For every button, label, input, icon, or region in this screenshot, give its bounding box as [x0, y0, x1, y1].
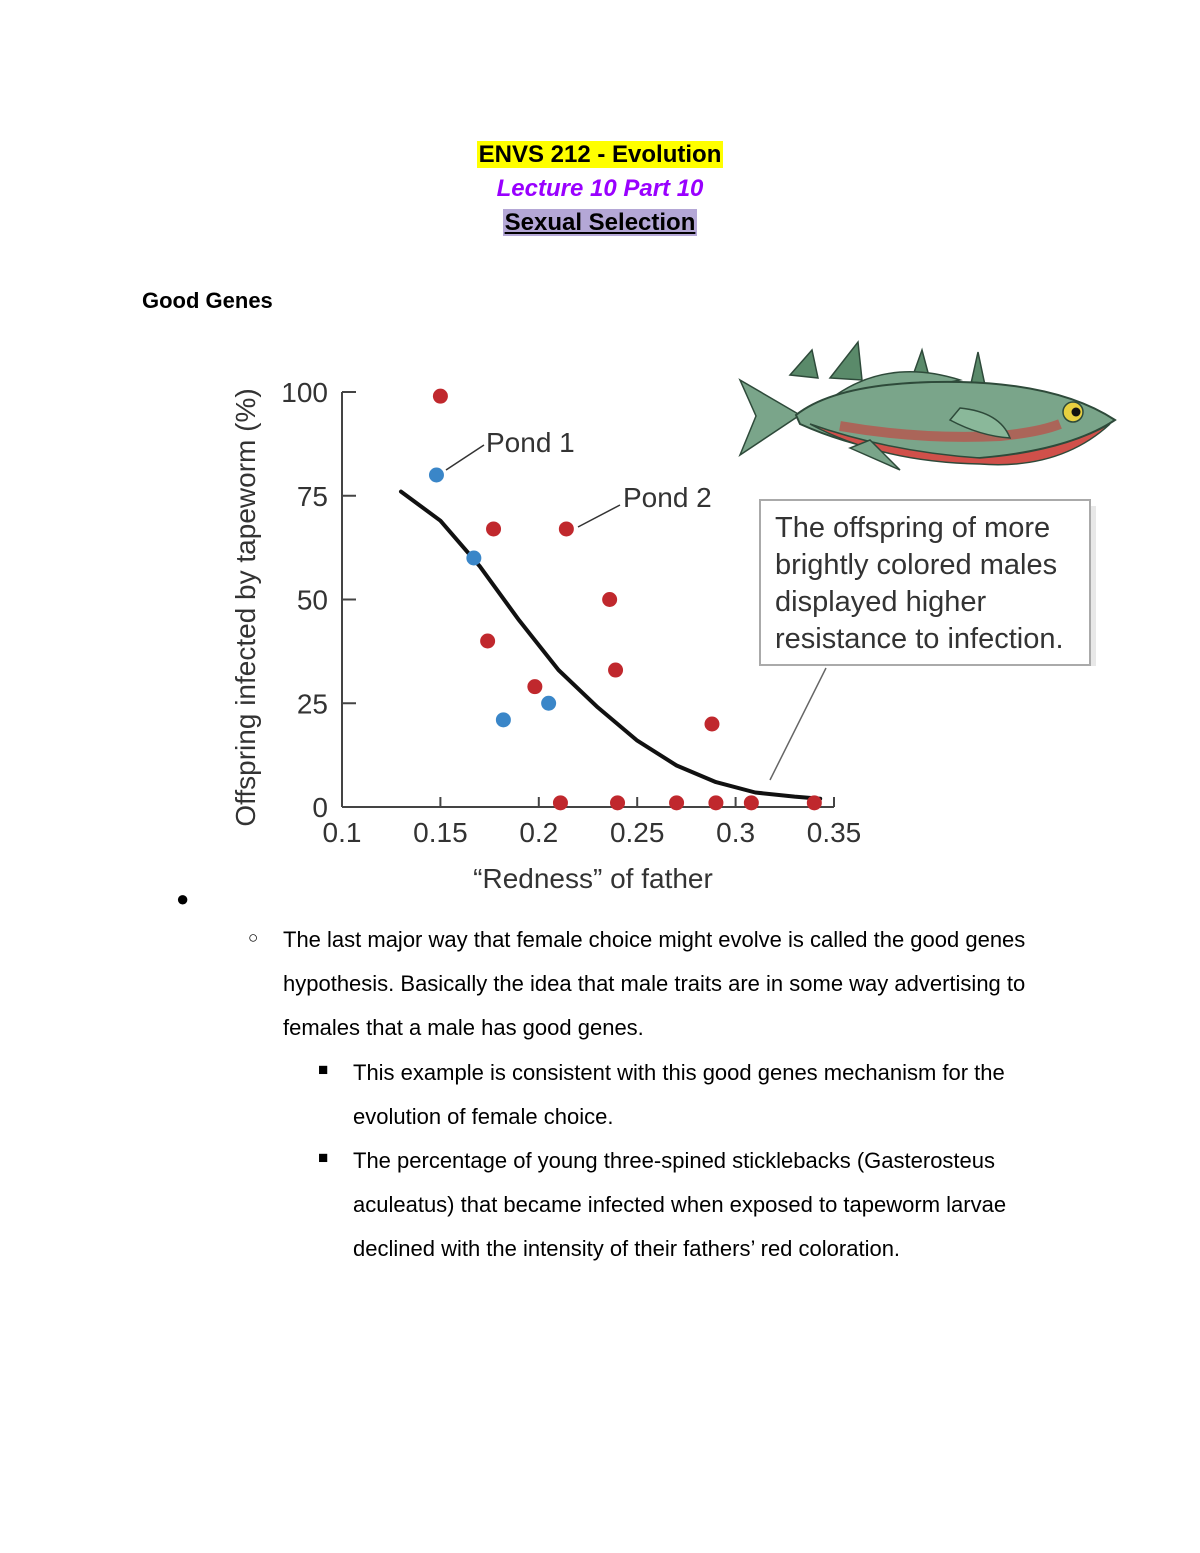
y-tick-label: 100: [281, 377, 328, 408]
pond-2-point: [704, 716, 720, 732]
pond-2-point: [527, 679, 543, 695]
callout-box: The offspring of more brightly colored m…: [759, 499, 1096, 781]
callout-line-4: resistance to infection.: [775, 623, 1064, 655]
pond-2-point: [480, 633, 496, 649]
lecture-topic: Sexual Selection: [502, 209, 698, 236]
bullet-level3-marker: ■: [318, 1148, 329, 1167]
pond-1-point: [541, 695, 557, 711]
pond-2-point: [708, 795, 724, 811]
figure: 0.1 0.15 0.2 0.25 0.3 0.35 0 25 50 75 100 “Redness”…: [200, 340, 1140, 900]
lecture-number: Lecture 10 Part 10: [496, 175, 704, 202]
x-tick-label: 0.3: [716, 817, 755, 848]
pond1-annotation: Pond 1: [486, 427, 575, 458]
x-axis-label: “Redness” of father: [473, 863, 713, 894]
bullet-level3-marker: ■: [318, 1060, 329, 1079]
y-axis-label: Offspring infected by tapeworm (%): [230, 388, 261, 826]
pond-2-point: [669, 795, 685, 811]
pond-2-point: [610, 795, 626, 811]
pond-1-point: [495, 712, 511, 728]
x-tick-label: 0.2: [519, 817, 558, 848]
trend-curve: [399, 489, 823, 801]
bullet-level2-text: The last major way that female choice mi…: [283, 927, 1026, 1040]
pond2-leader: [577, 504, 621, 528]
y-tick-label: 50: [297, 585, 328, 616]
stickleback-fish-illustration: [738, 340, 1117, 471]
callout-pointer: [769, 667, 827, 781]
pond2-annotation: Pond 2: [623, 482, 712, 513]
pond-2-point: [608, 662, 624, 678]
pond-2-point: [552, 795, 568, 811]
pond-2-point: [432, 388, 448, 404]
pond-1-point: [466, 550, 482, 566]
pond-2-point: [558, 521, 574, 537]
y-tick-label: 25: [297, 688, 328, 719]
section-heading: Good Genes: [142, 288, 273, 313]
pond-2-point: [602, 592, 618, 607]
pond-2-point: [486, 521, 502, 537]
y-tick-label: 75: [297, 481, 328, 512]
callout-line-2: brightly colored males: [775, 549, 1057, 581]
x-tick-label: 0.15: [413, 817, 468, 848]
pond-1-point: [428, 467, 444, 483]
bullet-level3-item: This example is consistent with this goo…: [353, 1060, 1005, 1129]
bullet-level1-marker: ●: [176, 886, 190, 911]
bullet-level2-marker: ○: [248, 928, 259, 947]
pond-2-point: [806, 795, 822, 811]
callout-line-1: The offspring of more: [775, 512, 1050, 544]
x-tick-label: 0.25: [610, 817, 665, 848]
pond-2-point: [743, 795, 759, 811]
y-tick-label: 0: [312, 792, 328, 823]
bullet-level3-item: The percentage of young three-spined sti…: [353, 1148, 1007, 1261]
x-tick-label: 0.1: [323, 817, 362, 848]
course-title: ENVS 212 - Evolution: [476, 141, 724, 168]
x-tick-label: 0.35: [807, 817, 862, 848]
scatter-chart: 0.1 0.15 0.2 0.25 0.3 0.35 0 25 50 75 100 “Redness”…: [230, 340, 1117, 894]
pond1-leader: [445, 444, 485, 471]
callout-line-3: displayed higher: [775, 586, 987, 618]
